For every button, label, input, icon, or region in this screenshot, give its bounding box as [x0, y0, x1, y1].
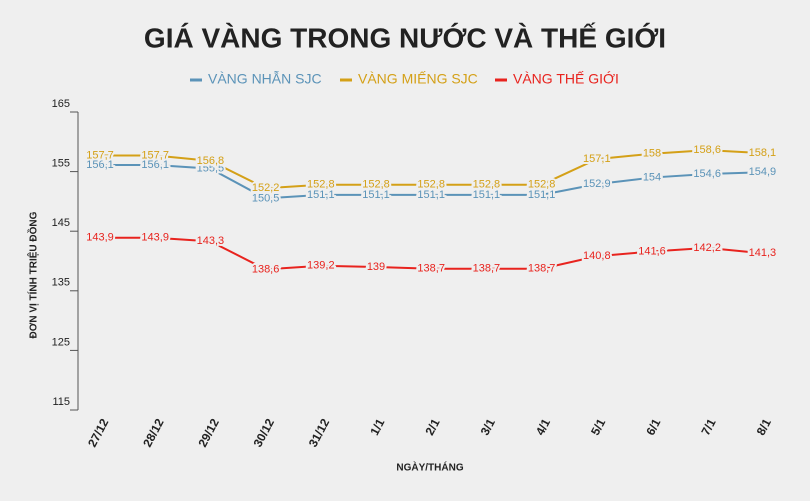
series-line	[100, 164, 763, 200]
value-label: 157,1	[583, 153, 611, 165]
value-label: 138,7	[528, 263, 556, 275]
value-label: 151,1	[473, 189, 501, 201]
y-axis-title: ĐƠN VỊ TÍNH TRIỆU ĐỒNG	[27, 211, 40, 338]
value-label: 138,7	[417, 263, 445, 275]
value-label: 152,8	[473, 179, 501, 191]
value-label: 154,6	[693, 168, 721, 180]
legend-label: VÀNG MIẾNG SJC	[358, 71, 478, 87]
value-label: 143,3	[197, 235, 225, 247]
value-label: 158	[643, 148, 661, 160]
value-label: 138,7	[473, 263, 501, 275]
value-label: 154,9	[749, 166, 777, 178]
value-label: 152,8	[417, 179, 445, 191]
value-label: 151,1	[417, 189, 445, 201]
chart-title: GIÁ VÀNG TRONG NƯỚC VÀ THẾ GIỚI	[144, 22, 666, 53]
value-label: 156,8	[197, 155, 225, 167]
y-tick-label: 155	[52, 158, 70, 170]
value-label: 151,1	[528, 189, 556, 201]
value-label: 158,1	[749, 147, 777, 159]
value-label: 152,8	[307, 179, 335, 191]
value-label: 142,2	[693, 242, 721, 254]
value-label: 140,8	[583, 250, 611, 262]
y-tick-label: 135	[52, 277, 70, 289]
value-label: 141,6	[638, 245, 666, 257]
series-line	[100, 236, 763, 271]
value-label: 155,5	[197, 163, 225, 175]
value-label: 154	[643, 171, 661, 183]
value-label: 139,2	[307, 260, 335, 272]
value-label: 152,9	[583, 178, 611, 190]
series-line	[100, 149, 763, 190]
x-axis-title: NGÀY/THÁNG	[396, 461, 463, 474]
y-tick-label: 115	[52, 396, 70, 408]
value-label: 156,1	[141, 159, 169, 171]
value-label: 157,7	[86, 149, 114, 161]
value-label: 152,8	[362, 179, 390, 191]
value-label: 143,9	[141, 232, 169, 244]
legend-label: VÀNG THẾ GIỚI	[513, 71, 619, 87]
value-label: 156,1	[86, 159, 114, 171]
y-tick-label: 125	[52, 336, 70, 348]
value-label: 158,6	[693, 144, 721, 156]
value-label: 143,9	[86, 232, 114, 244]
value-label: 141,3	[749, 247, 777, 259]
value-label: 152,2	[252, 182, 280, 194]
value-label: 138,6	[252, 263, 280, 275]
value-label: 157,7	[141, 149, 169, 161]
value-label: 150,5	[252, 192, 280, 204]
value-label: 139	[367, 261, 385, 273]
value-label: 152,8	[528, 179, 556, 191]
y-tick-label: 165	[52, 98, 70, 110]
value-label: 151,1	[307, 189, 335, 201]
y-tick-label: 145	[52, 217, 70, 229]
legend-label: VÀNG NHẪN SJC	[208, 71, 322, 87]
value-label: 151,1	[362, 189, 390, 201]
